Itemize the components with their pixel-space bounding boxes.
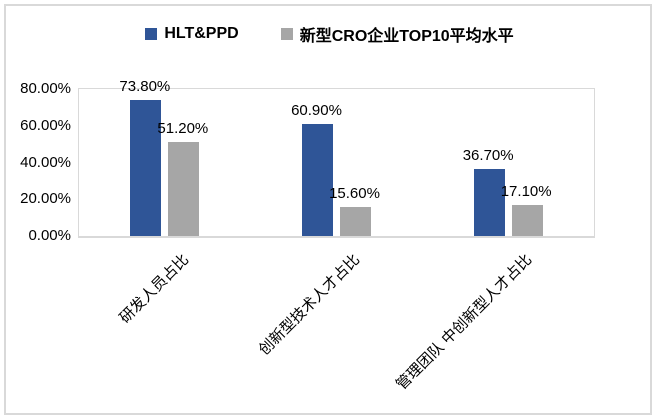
data-label: 60.90%: [291, 102, 342, 120]
legend-label: HLT&PPD: [164, 25, 239, 42]
legend-item-0: HLT&PPD: [145, 25, 239, 43]
bar-新型CRO企业TOP10平均水平-0: [168, 141, 200, 236]
data-label: 51.20%: [157, 119, 209, 137]
bar-新型CRO企业TOP10平均水平-1: [340, 207, 371, 236]
legend-item-1: 新型CRO企业TOP10平均水平: [280, 22, 514, 46]
plot-area: [78, 88, 595, 238]
y-axis-tick-label: 0.00%: [28, 227, 71, 244]
legend-swatch-icon: [145, 28, 158, 40]
bar-HLT&PPD-0: [130, 100, 162, 236]
y-axis-tick-label: 20.00%: [20, 190, 71, 208]
bar-HLT&PPD-2: [473, 168, 505, 236]
bar-HLT&PPD-1: [302, 124, 333, 236]
data-label: 73.80%: [119, 78, 171, 96]
y-axis-tick-label: 40.00%: [20, 153, 71, 171]
bar-新型CRO企业TOP10平均水平-2: [511, 204, 543, 236]
chart-legend: HLT&PPD 新型CRO企业TOP10平均水平: [0, 22, 659, 46]
data-label: 17.10%: [500, 182, 552, 200]
y-axis-tick-label: 60.00%: [20, 116, 71, 134]
data-label: 36.70%: [462, 146, 514, 164]
y-axis-tick-label: 80.00%: [20, 80, 71, 97]
legend-swatch-icon: [280, 28, 293, 40]
legend-label: 新型CRO企业TOP10平均水平: [299, 28, 514, 45]
data-label: 15.60%: [329, 185, 380, 203]
